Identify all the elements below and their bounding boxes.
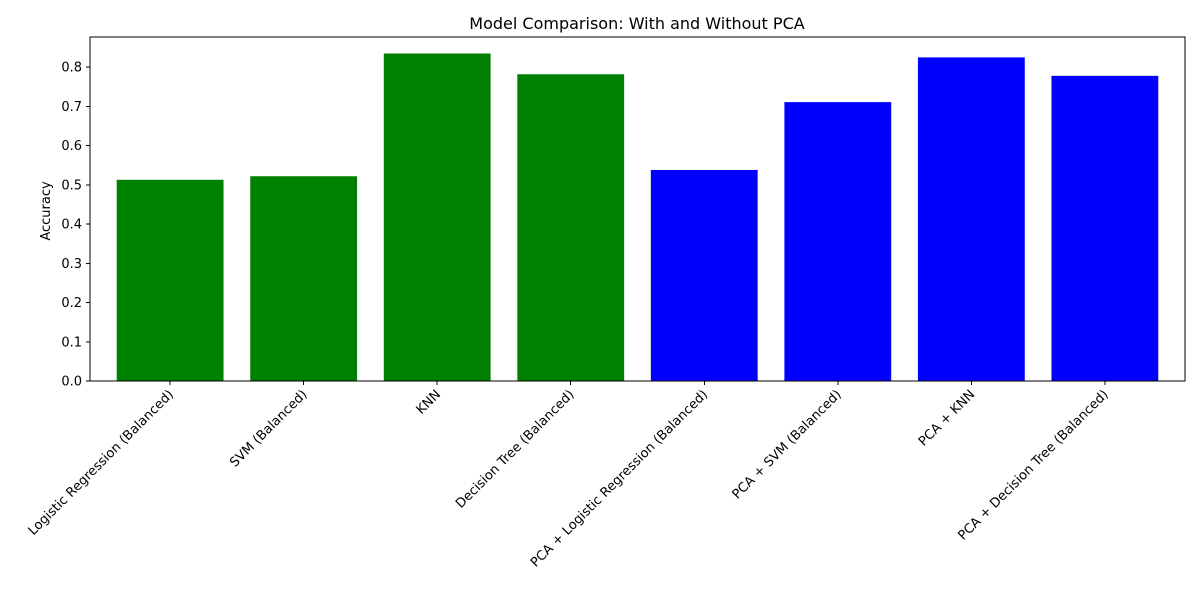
y-tick-label: 0.2	[61, 296, 82, 311]
y-axis-label: Accuracy	[39, 181, 54, 241]
x-axis-ticks: Logistic Regression (Balanced) SVM (Balan…	[26, 381, 1112, 570]
x-tick-label: Logistic Regression (Balanced)	[26, 387, 177, 538]
x-tick-label: PCA + Decision Tree (Balanced)	[956, 387, 1112, 543]
bars-group	[116, 53, 1159, 382]
y-axis-ticks: 0.0 0.1 0.2 0.3 0.4 0.5 0.6 0.7 0.8	[61, 61, 90, 390]
bar	[650, 169, 758, 381]
x-tick-label: PCA + SVM (Balanced)	[730, 387, 845, 502]
bar	[1051, 75, 1159, 381]
y-tick-label: 0.0	[61, 375, 82, 390]
bar	[250, 176, 358, 381]
x-tick-label: Decision Tree (Balanced)	[453, 387, 577, 511]
y-tick-label: 0.6	[61, 139, 82, 154]
y-tick-label: 0.3	[61, 257, 82, 272]
chart-title: Model Comparison: With and Without PCA	[469, 14, 804, 33]
bar	[784, 102, 892, 382]
bar	[116, 179, 224, 381]
y-tick-label: 0.1	[61, 335, 82, 350]
x-tick-label: SVM (Balanced)	[227, 387, 310, 470]
y-tick-label: 0.8	[61, 61, 82, 76]
bar	[517, 74, 625, 381]
bar	[917, 57, 1025, 382]
x-tick-label: PCA + KNN	[916, 387, 978, 449]
bar	[383, 53, 491, 381]
x-tick-label: KNN	[414, 387, 444, 417]
y-tick-label: 0.5	[61, 178, 82, 193]
y-tick-label: 0.4	[61, 218, 82, 233]
y-tick-label: 0.7	[61, 100, 82, 115]
plot-frame	[89, 36, 1186, 382]
